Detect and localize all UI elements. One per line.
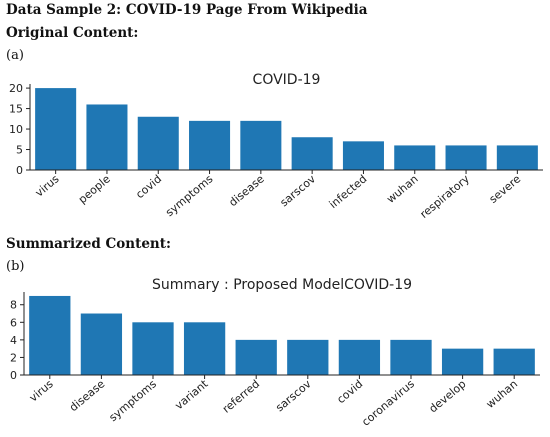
bar-covid	[338, 339, 381, 375]
x-tick-label: referred	[220, 377, 262, 415]
x-tick-label: develop	[427, 377, 469, 415]
x-tick-label: variant	[172, 377, 211, 412]
panel-label-b: (b)	[6, 259, 25, 274]
x-tick-label: wuhan	[384, 172, 420, 206]
bar-referred	[235, 339, 277, 375]
y-tick-label: 2	[10, 351, 17, 364]
y-tick-label: 6	[10, 316, 17, 329]
bar-disease	[80, 313, 123, 375]
bar-infected	[342, 141, 384, 170]
bar-covid	[137, 116, 179, 170]
chart-title: Summary : Proposed ModelCOVID-19	[152, 277, 412, 293]
y-tick-label: 0	[10, 369, 17, 382]
x-tick-label: virus	[33, 172, 62, 199]
x-tick-label: covid	[133, 172, 164, 201]
y-tick-label: 10	[9, 123, 23, 136]
x-tick-label: disease	[226, 172, 267, 209]
x-tick-label: severe	[487, 172, 524, 206]
chart-original: COVID-19 0 5 10 15 20 virus people covidsymptom…	[9, 72, 543, 221]
section-label-summarized: Summarized Content:	[6, 236, 171, 252]
y-tick-label: 15	[9, 103, 23, 116]
bar-virus	[35, 88, 77, 170]
x-tick-label: disease	[67, 377, 108, 414]
x-tick-label: coronavirus	[359, 377, 417, 428]
y-tick-label: 20	[9, 82, 23, 95]
bar-severe	[496, 145, 538, 170]
bar-disease	[240, 120, 282, 170]
x-tick-label: covid	[335, 377, 366, 406]
chart-summary: Summary : Proposed ModelCOVID-19 0 2 4 6 8 vi…	[10, 277, 540, 429]
x-tick-label: respiratory	[418, 172, 473, 221]
bar-symptoms	[189, 120, 231, 170]
page-title: Data Sample 2: COVID-19 Page From Wikipe…	[6, 2, 368, 18]
y-tick-label: 8	[10, 299, 17, 312]
bar-virus	[29, 295, 71, 375]
x-tick-label: symptoms	[107, 377, 160, 424]
section-label-original: Original Content:	[6, 25, 139, 41]
bar-sarscov	[291, 137, 333, 170]
bar-variant	[183, 322, 226, 375]
x-tick-label: virus	[27, 377, 56, 404]
bar-symptoms	[132, 322, 174, 375]
y-tick-label: 4	[10, 334, 17, 347]
x-tick-label: wuhan	[484, 377, 520, 411]
x-tick-label: people	[76, 172, 113, 206]
bar-wuhan	[394, 145, 436, 170]
x-tick-label: sarscov	[273, 377, 314, 414]
y-tick-label: 0	[16, 164, 23, 177]
panel-label-a: (a)	[6, 48, 24, 63]
bar-people	[86, 104, 128, 170]
bar-develop	[441, 348, 484, 375]
x-tick-label: symptoms	[163, 172, 216, 219]
y-tick-label: 5	[16, 144, 23, 157]
x-tick-label: sarscov	[278, 172, 319, 209]
bar-coronavirus	[390, 339, 432, 375]
bar-sarscov	[287, 339, 329, 375]
x-tick-label: infected	[327, 172, 370, 211]
chart-title: COVID-19	[253, 72, 321, 88]
bar-wuhan	[493, 348, 535, 375]
bar-respiratory	[445, 145, 487, 170]
